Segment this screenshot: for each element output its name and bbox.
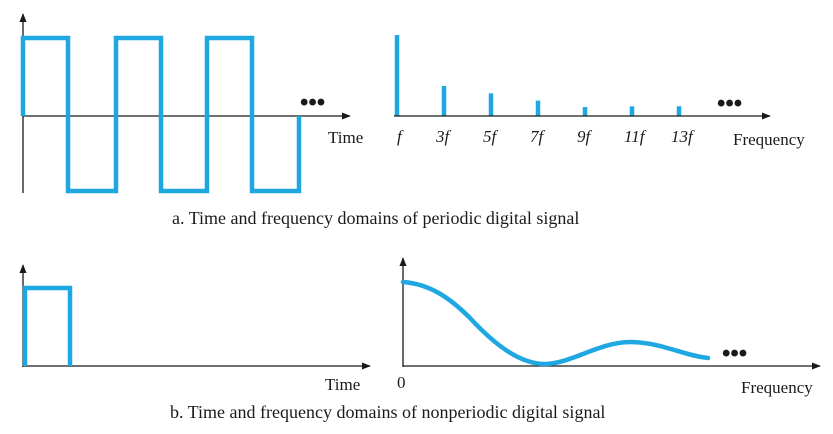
panel-b-time-label: Time bbox=[325, 375, 360, 394]
panel-a-frequency-label: Frequency bbox=[733, 130, 805, 149]
harmonic-label-5f: 5f bbox=[483, 127, 499, 146]
panel-a-frequency-domain: ••• Frequency f 3f 5f 7f 9f 11f 13f bbox=[394, 35, 805, 149]
continuous-spectrum-curve bbox=[400, 279, 711, 367]
panel-b-zero-label: 0 bbox=[397, 373, 406, 392]
harmonic-label-7f: 7f bbox=[530, 127, 546, 146]
panel-a-caption: a. Time and frequency domains of periodi… bbox=[172, 208, 579, 228]
panel-b-time-domain: Time bbox=[19, 264, 371, 394]
panel-b-caption: b. Time and frequency domains of nonperi… bbox=[170, 402, 605, 422]
panel-a-frequency-ellipsis: ••• bbox=[717, 90, 742, 117]
periodic-square-wave bbox=[20, 35, 302, 194]
panel-a-time-domain: ••• Time bbox=[19, 13, 363, 194]
panel-b-frequency-ellipsis: ••• bbox=[722, 340, 747, 367]
panel-a-time-ellipsis: ••• bbox=[300, 89, 325, 116]
harmonic-label-3f: 3f bbox=[435, 127, 452, 146]
harmonic-label-f: f bbox=[397, 127, 404, 146]
harmonic-label-13f: 13f bbox=[671, 127, 695, 146]
panel-a-time-label: Time bbox=[328, 128, 363, 147]
panel-b-frequency-label: Frequency bbox=[741, 378, 813, 397]
single-pulse bbox=[22, 285, 73, 366]
harmonic-label-11f: 11f bbox=[624, 127, 647, 146]
harmonic-label-9f: 9f bbox=[577, 127, 593, 146]
panel-b-frequency-domain: ••• 0 Frequency bbox=[397, 257, 821, 397]
